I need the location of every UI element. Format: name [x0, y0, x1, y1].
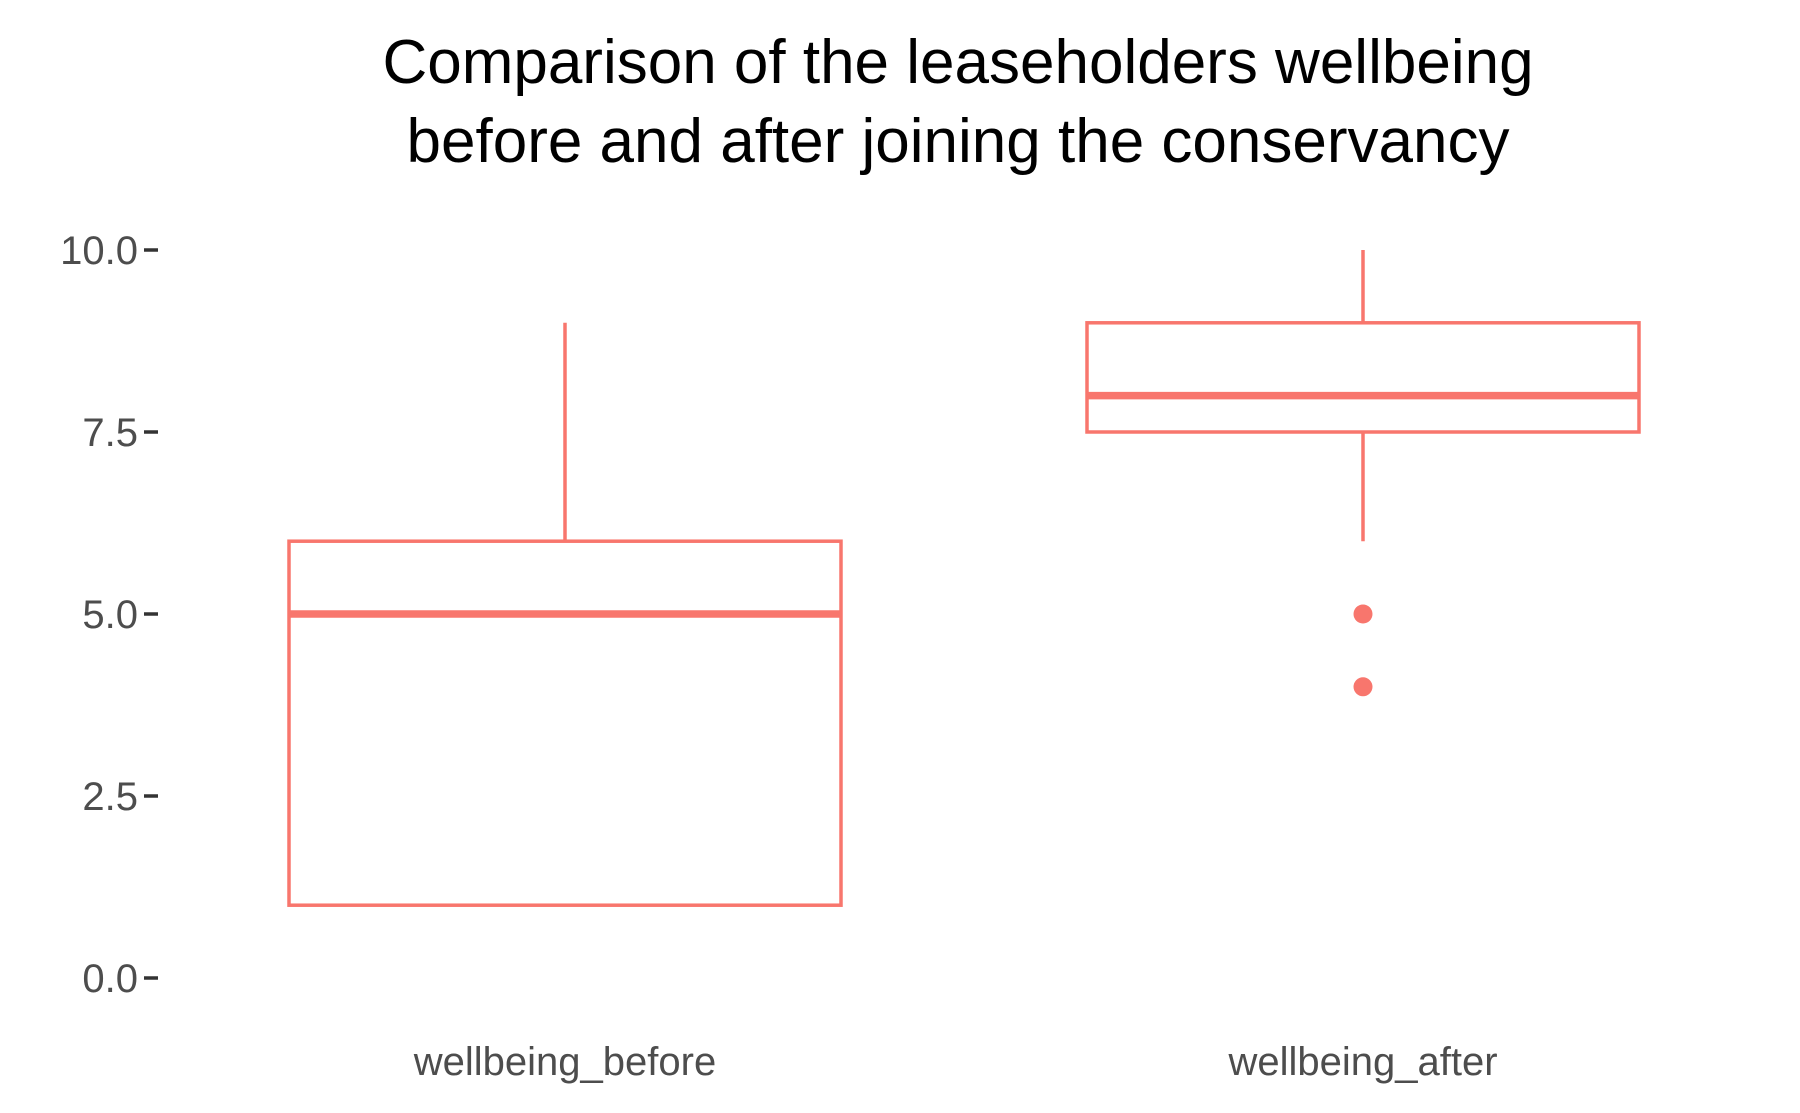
chart-title-line-2: before and after joining the conservancy	[407, 107, 1510, 176]
y-tick-label: 5.0	[82, 593, 138, 637]
outlier-point	[1353, 677, 1373, 697]
box-wellbeing_before	[287, 322, 843, 907]
y-tick-label: 7.5	[82, 411, 138, 455]
chart-title: Comparison of the leaseholders wellbeing…	[382, 28, 1533, 176]
chart-title-line-1: Comparison of the leaseholders wellbeing	[382, 28, 1533, 97]
x-axis: wellbeing_before wellbeing_after	[413, 1040, 1498, 1084]
y-axis: 0.0 2.5 5.0 7.5 10.0	[60, 229, 158, 1001]
boxes	[287, 250, 1641, 907]
y-tick-label: 0.0	[82, 957, 138, 1001]
box-wellbeing_after	[1085, 250, 1641, 697]
iqr-box	[1085, 321, 1641, 434]
iqr-box	[287, 539, 843, 907]
x-tick-label: wellbeing_after	[1227, 1040, 1497, 1084]
outlier-point	[1353, 604, 1373, 624]
y-tick-label: 2.5	[82, 775, 138, 819]
x-tick-label: wellbeing_before	[413, 1040, 716, 1084]
y-tick-label: 10.0	[60, 229, 138, 273]
